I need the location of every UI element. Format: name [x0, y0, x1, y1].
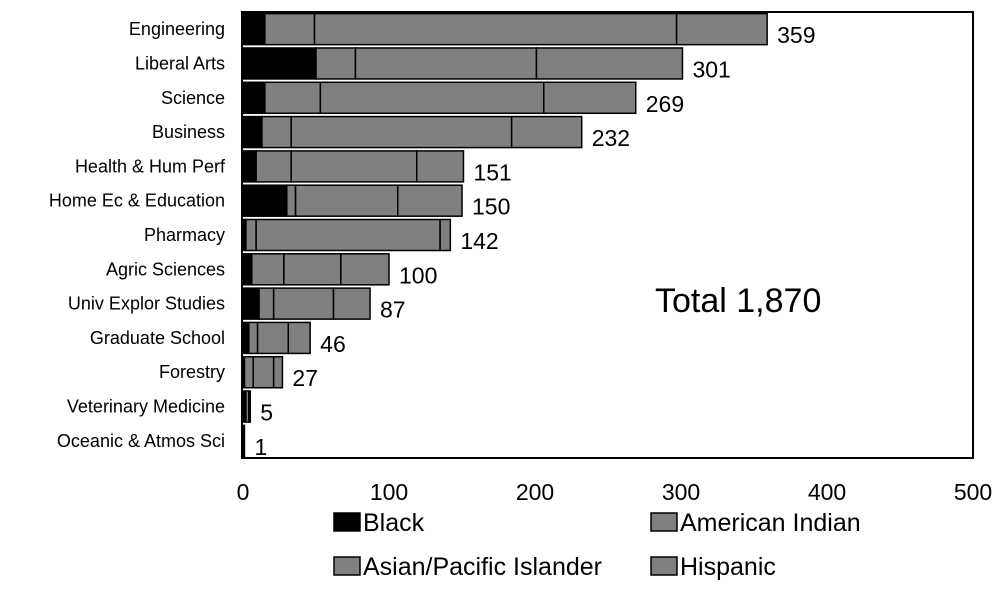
bar-segment-american-indian: [245, 218, 257, 252]
bar-segment-hispanic: [415, 150, 465, 183]
bar-segment-american-indian: [251, 253, 285, 286]
plot-frame: [241, 11, 974, 459]
legend-label: Asian/Pacific Islander: [363, 553, 602, 581]
bar-segment-black: [242, 150, 257, 183]
legend-swatch: [333, 512, 361, 532]
value-label: 87: [380, 297, 406, 323]
x-tick-label: 200: [516, 479, 554, 505]
bar-segment-american-indian: [243, 355, 254, 389]
bar-segment-hispanic: [510, 115, 583, 149]
category-label: Engineering: [129, 19, 225, 39]
category-label: Pharmacy: [144, 225, 225, 245]
category-label: Liberal Arts: [135, 53, 225, 73]
bar-segment-hispanic: [675, 12, 768, 46]
total-annotation: Total 1,870: [655, 282, 821, 320]
bar-segment-black: [242, 321, 250, 355]
bar-segment-black: [242, 47, 317, 80]
legend: Black American Indian Asian/Pacific Island…: [333, 509, 861, 581]
value-label: 142: [460, 228, 498, 254]
bar-segment-black: [242, 424, 246, 458]
bar-segment-black: [242, 184, 288, 217]
category-label: Oceanic & Atmos Sci: [57, 431, 225, 451]
bar-segment-american-indian: [248, 321, 259, 355]
bar-segment-hispanic: [535, 47, 684, 80]
bar-segment-asian-pacific-islander: [290, 115, 513, 149]
legend-swatch: [650, 556, 678, 576]
bar-segment-asian-pacific-islander: [256, 321, 290, 355]
legend-label: American Indian: [680, 509, 861, 537]
value-label: 301: [692, 56, 730, 82]
value-label: 46: [320, 331, 346, 357]
bars-group: [242, 12, 768, 458]
value-label: 27: [292, 365, 318, 391]
value-label: 1: [254, 434, 267, 460]
bar-segment-hispanic: [248, 390, 252, 423]
bar-segment-asian-pacific-islander: [252, 355, 275, 389]
category-labels: Engineering Liberal Arts Science Business He…: [49, 19, 226, 451]
bar-segment-hispanic: [272, 355, 284, 389]
bar-segment-black: [242, 12, 266, 46]
x-tick-label: 300: [662, 479, 700, 505]
bar-segment-asian-pacific-islander: [283, 253, 342, 286]
bar-segment-american-indian: [255, 150, 292, 183]
bar-segment-hispanic: [439, 218, 452, 252]
value-label: 150: [472, 194, 510, 220]
bar-segment-black: [242, 115, 263, 149]
bar-segment-asian-pacific-islander: [255, 218, 441, 252]
value-label: 359: [777, 22, 815, 48]
bar-segment-asian-pacific-islander: [319, 81, 545, 115]
bar-segment-asian-pacific-islander: [290, 150, 418, 183]
bar-segment-black: [242, 253, 253, 286]
bar-segment-american-indian: [264, 81, 322, 115]
value-label: 151: [473, 159, 511, 185]
bar-segment-black: [242, 287, 260, 320]
category-label: Health & Hum Perf: [75, 156, 226, 176]
x-axis-ticks: 0 100 200 300 400 500: [237, 479, 993, 505]
value-label: 100: [399, 262, 437, 288]
bar-segment-hispanic: [340, 253, 390, 286]
x-tick-label: 400: [808, 479, 846, 505]
value-label: 5: [260, 400, 273, 426]
bar-segment-asian-pacific-islander: [313, 12, 678, 46]
bar-segment-hispanic: [332, 287, 371, 320]
bar-segment-asian-pacific-islander: [354, 47, 538, 80]
bar-segment-american-indian: [264, 12, 316, 46]
bar-segment-american-indian: [258, 287, 275, 320]
value-label: 232: [592, 125, 630, 151]
x-tick-label: 100: [370, 479, 408, 505]
bar-segment-american-indian: [261, 115, 292, 149]
category-label: Graduate School: [90, 328, 225, 348]
legend-swatch: [650, 512, 678, 532]
category-label: Home Ec & Education: [49, 191, 225, 211]
bar-segment-american-indian: [286, 184, 297, 217]
bar-segment-asian-pacific-islander: [272, 287, 335, 320]
legend-label: Hispanic: [680, 553, 776, 581]
value-label: 269: [646, 91, 684, 117]
bar-segment-hispanic: [397, 184, 463, 217]
category-label: Business: [152, 122, 225, 142]
legend-label: Black: [363, 509, 425, 537]
x-tick-label: 0: [237, 479, 250, 505]
category-label: Agric Sciences: [106, 259, 225, 279]
legend-swatch: [333, 556, 361, 576]
bar-segment-black: [242, 81, 266, 115]
bar-segment-american-indian: [315, 47, 357, 80]
x-tick-label: 500: [954, 479, 992, 505]
bar-segment-hispanic: [287, 321, 311, 355]
category-label: Science: [161, 88, 225, 108]
category-label: Forestry: [159, 362, 225, 382]
category-label: Veterinary Medicine: [67, 397, 225, 417]
category-label: Univ Explor Studies: [68, 294, 225, 314]
bar-segment-asian-pacific-islander: [294, 184, 399, 217]
bar-segment-hispanic: [543, 81, 637, 115]
